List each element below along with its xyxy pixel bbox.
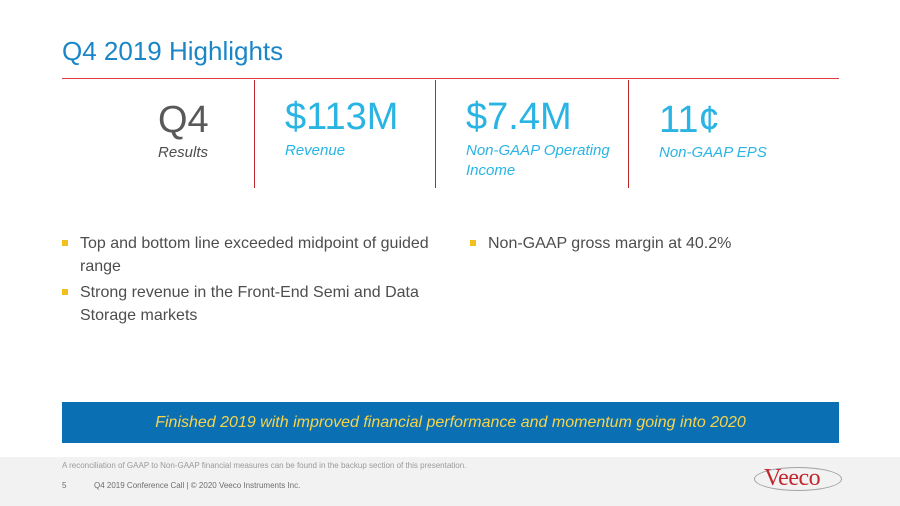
metric-revenue: $113M Revenue (254, 80, 435, 188)
bullet-text: Non-GAAP gross margin at 40.2% (488, 235, 732, 252)
metric-operating-income-label: Non-GAAP Operating Income (466, 142, 610, 179)
square-bullet-icon (62, 240, 68, 246)
logo-wordmark: Veeco (764, 465, 821, 491)
veeco-logo-icon: Veeco (754, 463, 844, 495)
bullet-text: Strong revenue in the Front-End Semi and… (80, 284, 419, 324)
summary-banner-text: Finished 2019 with improved financial pe… (155, 413, 746, 431)
metric-eps: 11¢ Non-GAAP EPS (628, 80, 839, 188)
metric-revenue-value: $113M (285, 96, 399, 138)
list-item: Strong revenue in the Front-End Semi and… (62, 281, 432, 327)
list-item: Top and bottom line exceeded midpoint of… (62, 232, 432, 278)
bullet-text: Top and bottom line exceeded midpoint of… (80, 235, 429, 275)
title-divider (62, 78, 839, 79)
footer (0, 457, 900, 506)
metric-quarter: Q4 Results (62, 80, 254, 188)
footer-conference-text: Q4 2019 Conference Call | © 2020 Veeco I… (94, 481, 301, 490)
list-item: Non-GAAP gross margin at 40.2% (470, 232, 830, 255)
metric-revenue-label: Revenue (285, 142, 346, 159)
metric-operating-income-value: $7.4M (466, 96, 572, 138)
square-bullet-icon (470, 240, 476, 246)
footnote: A reconciliation of GAAP to Non-GAAP fin… (62, 461, 467, 470)
metric-eps-value: 11¢ (659, 99, 720, 141)
metric-quarter-value: Q4 (158, 99, 209, 141)
bullet-list-right: Non-GAAP gross margin at 40.2% (470, 232, 830, 258)
metric-eps-label: Non-GAAP EPS (659, 144, 767, 161)
metric-quarter-label: Results (158, 144, 209, 161)
bullet-list-left: Top and bottom line exceeded midpoint of… (62, 232, 432, 330)
metric-operating-income: $7.4M Non-GAAP Operating Income (435, 80, 628, 188)
slide-title: Q4 2019 Highlights (62, 36, 284, 66)
page-number: 5 (62, 481, 67, 490)
logo-oval (754, 467, 842, 491)
square-bullet-icon (62, 289, 68, 295)
summary-banner: Finished 2019 with improved financial pe… (62, 402, 839, 443)
